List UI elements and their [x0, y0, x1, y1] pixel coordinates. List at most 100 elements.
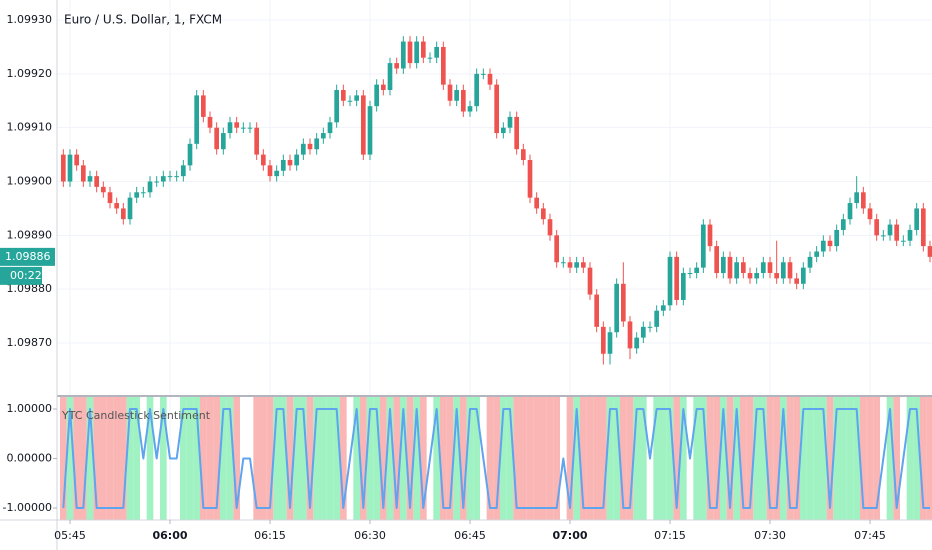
candle-body [194, 95, 199, 144]
sentiment-shade [366, 397, 374, 520]
sentiment-shade [526, 397, 534, 520]
countdown-label: 00:22 [10, 269, 42, 282]
sentiment-shade [773, 397, 780, 520]
sentiment-shade [666, 397, 674, 520]
candle-body [361, 95, 366, 155]
candle-body [627, 321, 633, 349]
sentiment-shade [66, 397, 74, 520]
sentiment-shade [860, 397, 867, 520]
y-tick-label: 1.09920 [7, 67, 53, 80]
candle-body [514, 116, 519, 150]
sentiment-shade [920, 397, 927, 520]
candle-body [127, 197, 133, 220]
candle-body [354, 95, 359, 101]
sentiment-shade [613, 397, 620, 520]
sentiment-shade [113, 397, 120, 520]
candle-body [407, 41, 413, 64]
sentiment-shade [793, 397, 800, 520]
sentiment-shade [853, 397, 860, 520]
sentiment-shade [866, 397, 874, 520]
sentiment-shade [233, 397, 240, 520]
sentiment-shade [453, 397, 460, 520]
sentiment-shade [293, 397, 300, 520]
y-tick-label: 1.09880 [7, 282, 53, 295]
sentiment-shade [306, 397, 314, 520]
sentiment-shade [133, 397, 140, 520]
sentiment-shade [260, 397, 267, 520]
sentiment-shade [400, 397, 407, 520]
sentiment-shade [673, 397, 680, 520]
candle-body [334, 90, 339, 123]
candle-body [561, 262, 566, 264]
sentiment-shade [320, 397, 327, 520]
candle-body [567, 262, 573, 268]
sentiment-shade [206, 397, 214, 520]
sentiment-shade [906, 397, 914, 520]
candle-body [374, 84, 379, 107]
candle-body [554, 235, 559, 263]
sentiment-shade [726, 397, 734, 520]
sentiment-shade [520, 397, 527, 520]
sentiment-shade [813, 397, 820, 520]
candle-body [234, 122, 239, 128]
x-tick-label: 06:45 [454, 529, 486, 542]
candle-body [527, 159, 533, 198]
candle-body [714, 246, 719, 274]
candle-body [494, 84, 499, 134]
candle-body [901, 240, 906, 242]
candle-body [254, 127, 259, 155]
y-tick-label: 0.00000 [7, 452, 53, 465]
candle-body [281, 159, 286, 171]
candle-body [781, 262, 786, 279]
sentiment-shade [300, 397, 307, 520]
candle-body [94, 176, 99, 187]
x-tick-label: 06:30 [354, 529, 386, 542]
sentiment-shade [886, 397, 894, 520]
sentiment-shade [833, 397, 840, 520]
candle-body [574, 262, 579, 268]
sentiment-shade [720, 397, 727, 520]
candle-body [621, 283, 626, 322]
y-tick-label: 1.09870 [7, 336, 53, 349]
candle-body [887, 224, 893, 236]
sentiment-shade [600, 397, 607, 520]
sentiment-shade [873, 397, 880, 520]
candle-body [367, 106, 373, 155]
candle-body [81, 165, 86, 182]
sentiment-shade [593, 397, 600, 520]
sentiment-shade [540, 397, 547, 520]
candle-body [681, 273, 686, 300]
candle-body [701, 224, 706, 268]
candle-body [741, 262, 746, 274]
sentiment-shade [573, 397, 580, 520]
countdown-tag [0, 266, 42, 285]
candle-body [441, 46, 446, 85]
candle-body [101, 186, 106, 193]
sentiment-shade [393, 397, 400, 520]
sentiment-shade [586, 397, 594, 520]
indicator-name: YTC Candlestick Sentiment [61, 409, 211, 422]
candle-body [801, 267, 806, 284]
candle-body [587, 267, 593, 295]
candle-body [727, 256, 733, 279]
candle-body [181, 165, 186, 177]
candle-body [541, 208, 546, 220]
candle-body [347, 100, 353, 102]
candle-body [634, 337, 639, 349]
sentiment-shade [120, 397, 127, 520]
sentiment-shade [660, 397, 667, 520]
sentiment-shade [253, 397, 260, 520]
candle-body [581, 262, 586, 268]
candle-body [307, 143, 313, 150]
candle-body [761, 262, 766, 274]
candle-body [134, 192, 139, 198]
last-price-tag [0, 247, 55, 266]
sentiment-shade [160, 397, 167, 520]
candle-body [534, 197, 539, 209]
x-tick-label: 06:00 [152, 529, 187, 542]
sentiment-shade [340, 397, 347, 520]
candle-body [547, 219, 553, 236]
sentiment-shade [653, 397, 660, 520]
sentiment-shade [606, 397, 614, 520]
